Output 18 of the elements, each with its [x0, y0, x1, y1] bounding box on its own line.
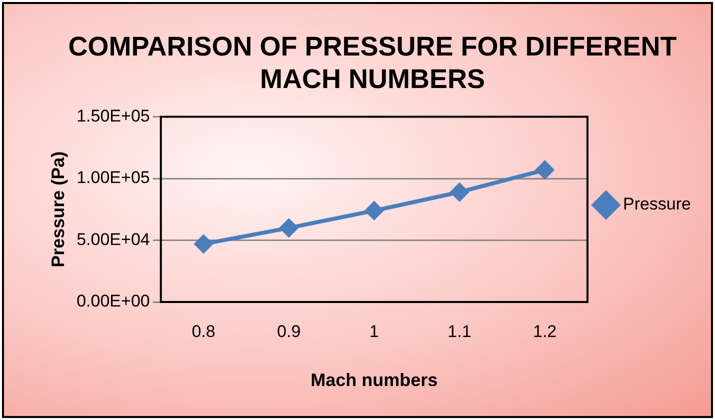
y-tick-label: 1.50E+05	[76, 106, 150, 126]
point	[536, 160, 554, 179]
x-tick-label: 0.9	[277, 322, 301, 341]
y-tick-label: 1.00E+05	[76, 168, 150, 188]
point	[194, 234, 213, 253]
x-tick-label: 0.8	[192, 322, 216, 341]
point	[450, 183, 468, 202]
x-tick-label: 1.1	[448, 322, 472, 341]
y-tick-label: 0.00E+00	[76, 292, 150, 311]
y-tick-label: 5.00E+04	[76, 230, 150, 249]
y-axis-title: Pressure (Pa)	[48, 151, 68, 268]
point	[365, 202, 384, 220]
x-axis-title: Mach numbers	[310, 370, 438, 390]
legend-label: Pressure	[622, 194, 692, 214]
chart-title: COMPARISON OF PRESSURE FOR DIFFERENT MACH NUMBERS	[68, 32, 678, 94]
x-tick-label: 1	[369, 322, 379, 341]
x-tick-label: 1.2	[532, 322, 557, 341]
point	[280, 218, 298, 237]
